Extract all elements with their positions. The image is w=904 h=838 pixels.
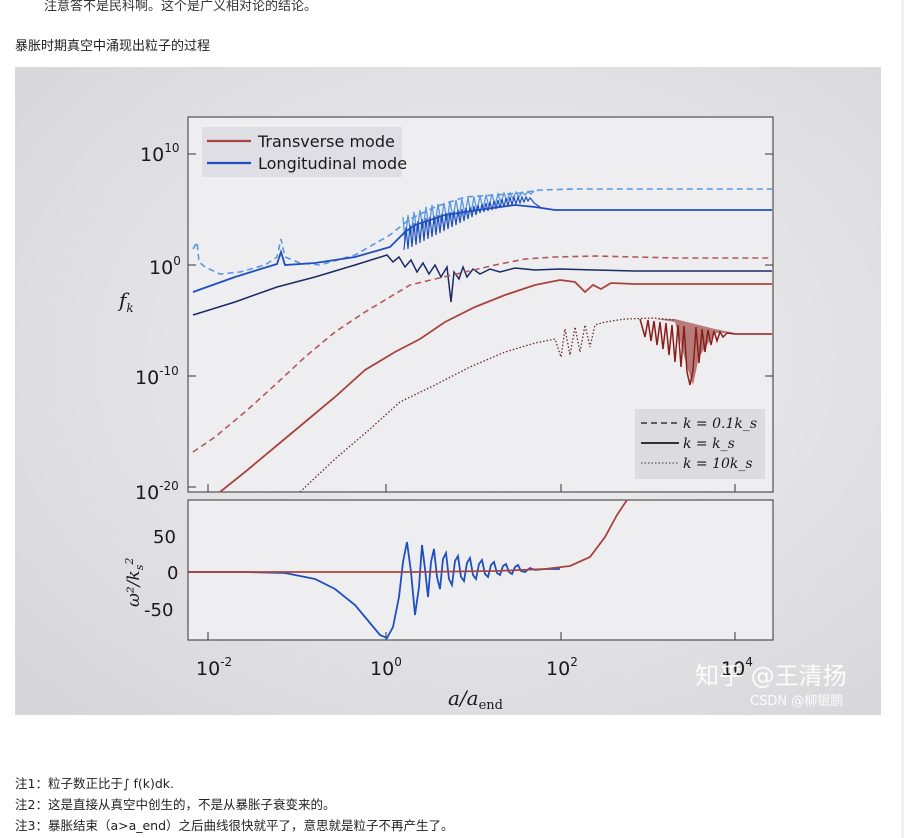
note-1: 注1：粒子数正比于∫ f(k)dk. bbox=[15, 776, 174, 791]
top-y-tick-marks bbox=[188, 153, 773, 488]
legend-modes-box bbox=[202, 127, 402, 177]
notes-block: 注1：粒子数正比于∫ f(k)dk. 注2：这是直接从真空中创生的，不是从暴胀子… bbox=[15, 773, 454, 836]
longitudinal-oscillation-band bbox=[403, 194, 541, 251]
ytick-minus50: -50 bbox=[144, 600, 173, 621]
note-2: 注2：这是直接从真空中创生的，不是从暴胀子衰变来的。 bbox=[15, 797, 336, 812]
longitudinal-k01-curve bbox=[192, 188, 772, 275]
longitudinal-k10-curve bbox=[192, 254, 772, 316]
bottom-panel-frame bbox=[187, 499, 774, 641]
legend-k: k = 0.1k_s k = k_s k = 10k_s bbox=[635, 409, 765, 479]
x-axis-label: a/aend bbox=[448, 686, 503, 713]
transverse-ks-curve bbox=[219, 279, 772, 493]
figure-photo: 1010 100 10-10 10-20 fk 50 0 -50 ω²/ks2 … bbox=[15, 67, 881, 715]
transverse-k10-curve bbox=[299, 317, 676, 493]
right-scrollbar-edge bbox=[901, 0, 904, 838]
article-top-line: 注意答不是民科啊。这个是广义相对论的结论。 bbox=[44, 0, 318, 14]
bottom-y-tick-labels: 50 0 -50 bbox=[144, 527, 178, 621]
note-3: 注3：暴胀结束（a>a_end）之后曲线很快就平了，意思就是粒子不再产生了。 bbox=[15, 818, 454, 833]
transverse-k01-curve bbox=[192, 255, 772, 453]
legend-longitudinal-label: Longitudinal mode bbox=[258, 154, 407, 173]
watermark-zhihu: 知乎 @王清扬 bbox=[695, 662, 847, 690]
legend-modes: Transverse mode Longitudinal mode bbox=[202, 127, 407, 177]
x-tick-marks bbox=[207, 484, 736, 640]
bottom-longitudinal-curve bbox=[188, 541, 560, 640]
legend-k10-label: k = 10k_s bbox=[683, 456, 753, 472]
transverse-oscillation-fill bbox=[640, 319, 735, 385]
x-tick-labels: 10-2 100 102 104 bbox=[196, 655, 753, 680]
particle-production-figure: 1010 100 10-10 10-20 fk 50 0 -50 ω²/ks2 … bbox=[15, 67, 881, 715]
watermark-csdn: CSDN @柳银鹏 bbox=[750, 694, 843, 709]
bottom-transverse-curve bbox=[188, 499, 628, 573]
transverse-oscillation-band bbox=[639, 318, 772, 386]
ytick-0: 0 bbox=[167, 563, 178, 584]
figure-caption: 暴胀时期真空中涌现出粒子的过程 bbox=[15, 39, 211, 54]
bottom-y-axis-label: ω²/ks2 bbox=[123, 558, 146, 607]
legend-k-box bbox=[635, 409, 765, 479]
legend-transverse-label: Transverse mode bbox=[257, 132, 395, 151]
ytick-50: 50 bbox=[153, 527, 176, 548]
legend-ks-label: k = k_s bbox=[683, 436, 735, 452]
legend-k01-label: k = 0.1k_s bbox=[683, 416, 757, 432]
